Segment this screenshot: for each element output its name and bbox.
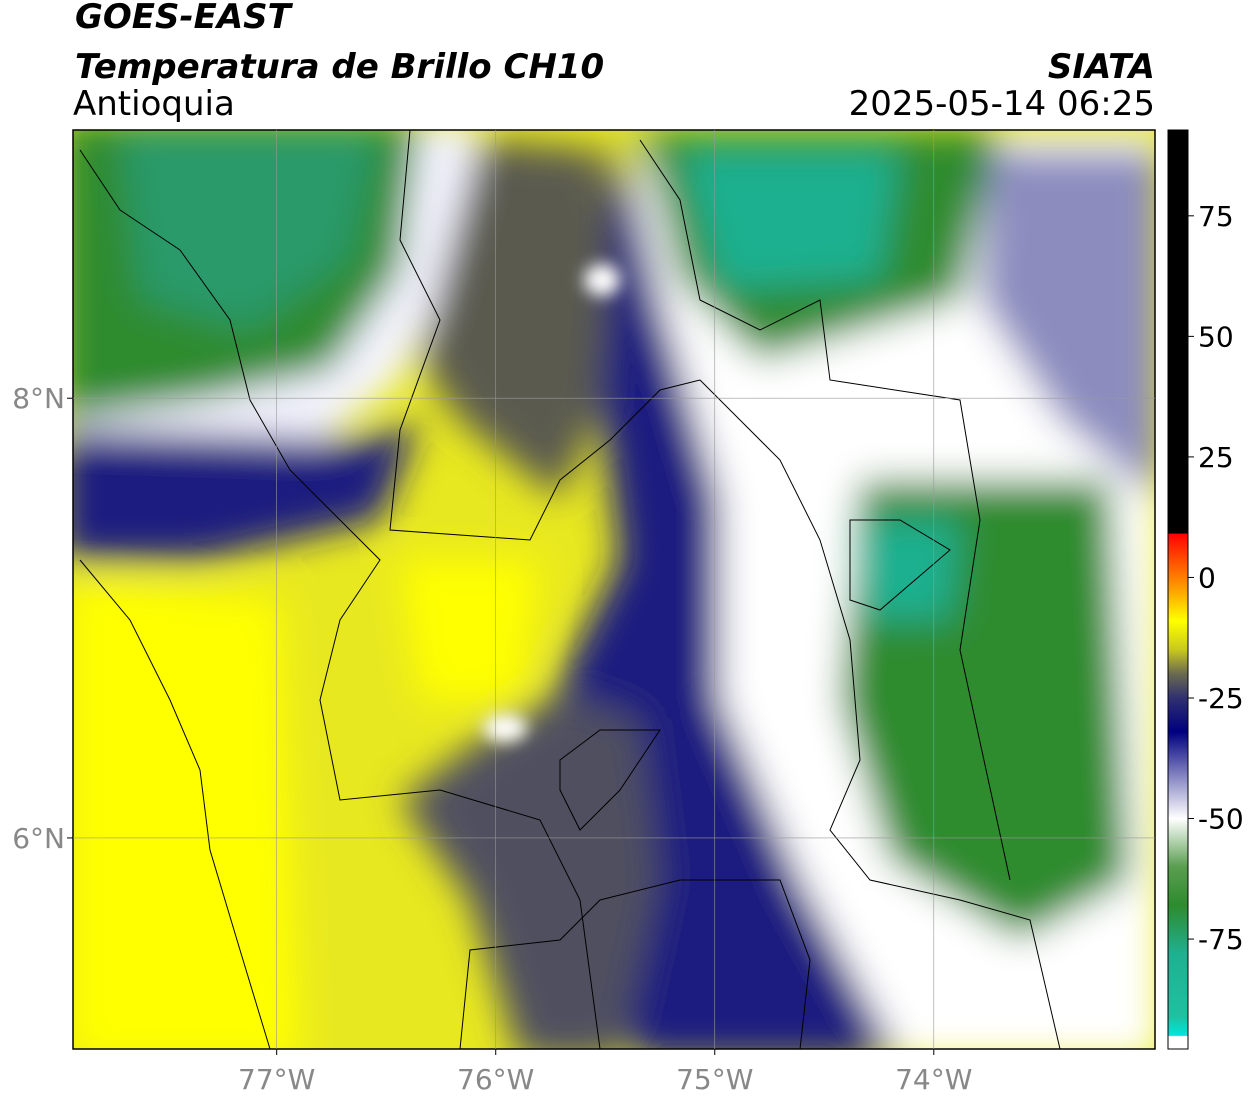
colorbar-tick-label: -25 xyxy=(1198,682,1244,715)
region: Antioquia xyxy=(73,84,235,124)
map-frame xyxy=(72,129,1156,1050)
subtitle: Temperatura de Brillo CH10 xyxy=(75,47,604,87)
colorbar-tick-label: 50 xyxy=(1198,320,1234,353)
colorbar-tick-label: 25 xyxy=(1198,441,1234,474)
title: GOES-EAST xyxy=(75,0,294,37)
colorbar-tick-label: -75 xyxy=(1198,923,1244,956)
colorbar-tick-label: 75 xyxy=(1198,200,1234,233)
x-tick-label: 77°W xyxy=(238,1063,315,1096)
colorbar xyxy=(1167,129,1189,1050)
colorbar-tick-label: 0 xyxy=(1198,561,1216,594)
satellite-image xyxy=(73,130,1155,1049)
datetime: 2025-05-14 06:25 xyxy=(849,84,1155,124)
source: SIATA xyxy=(1048,47,1155,87)
y-tick-label: 8°N xyxy=(12,382,65,415)
x-tick-label: 76°W xyxy=(457,1063,534,1096)
x-tick-label: 75°W xyxy=(676,1063,753,1096)
y-tick-label: 6°N xyxy=(12,822,65,855)
colorbar-tick-label: -50 xyxy=(1198,803,1244,836)
x-tick-label: 74°W xyxy=(895,1063,972,1096)
